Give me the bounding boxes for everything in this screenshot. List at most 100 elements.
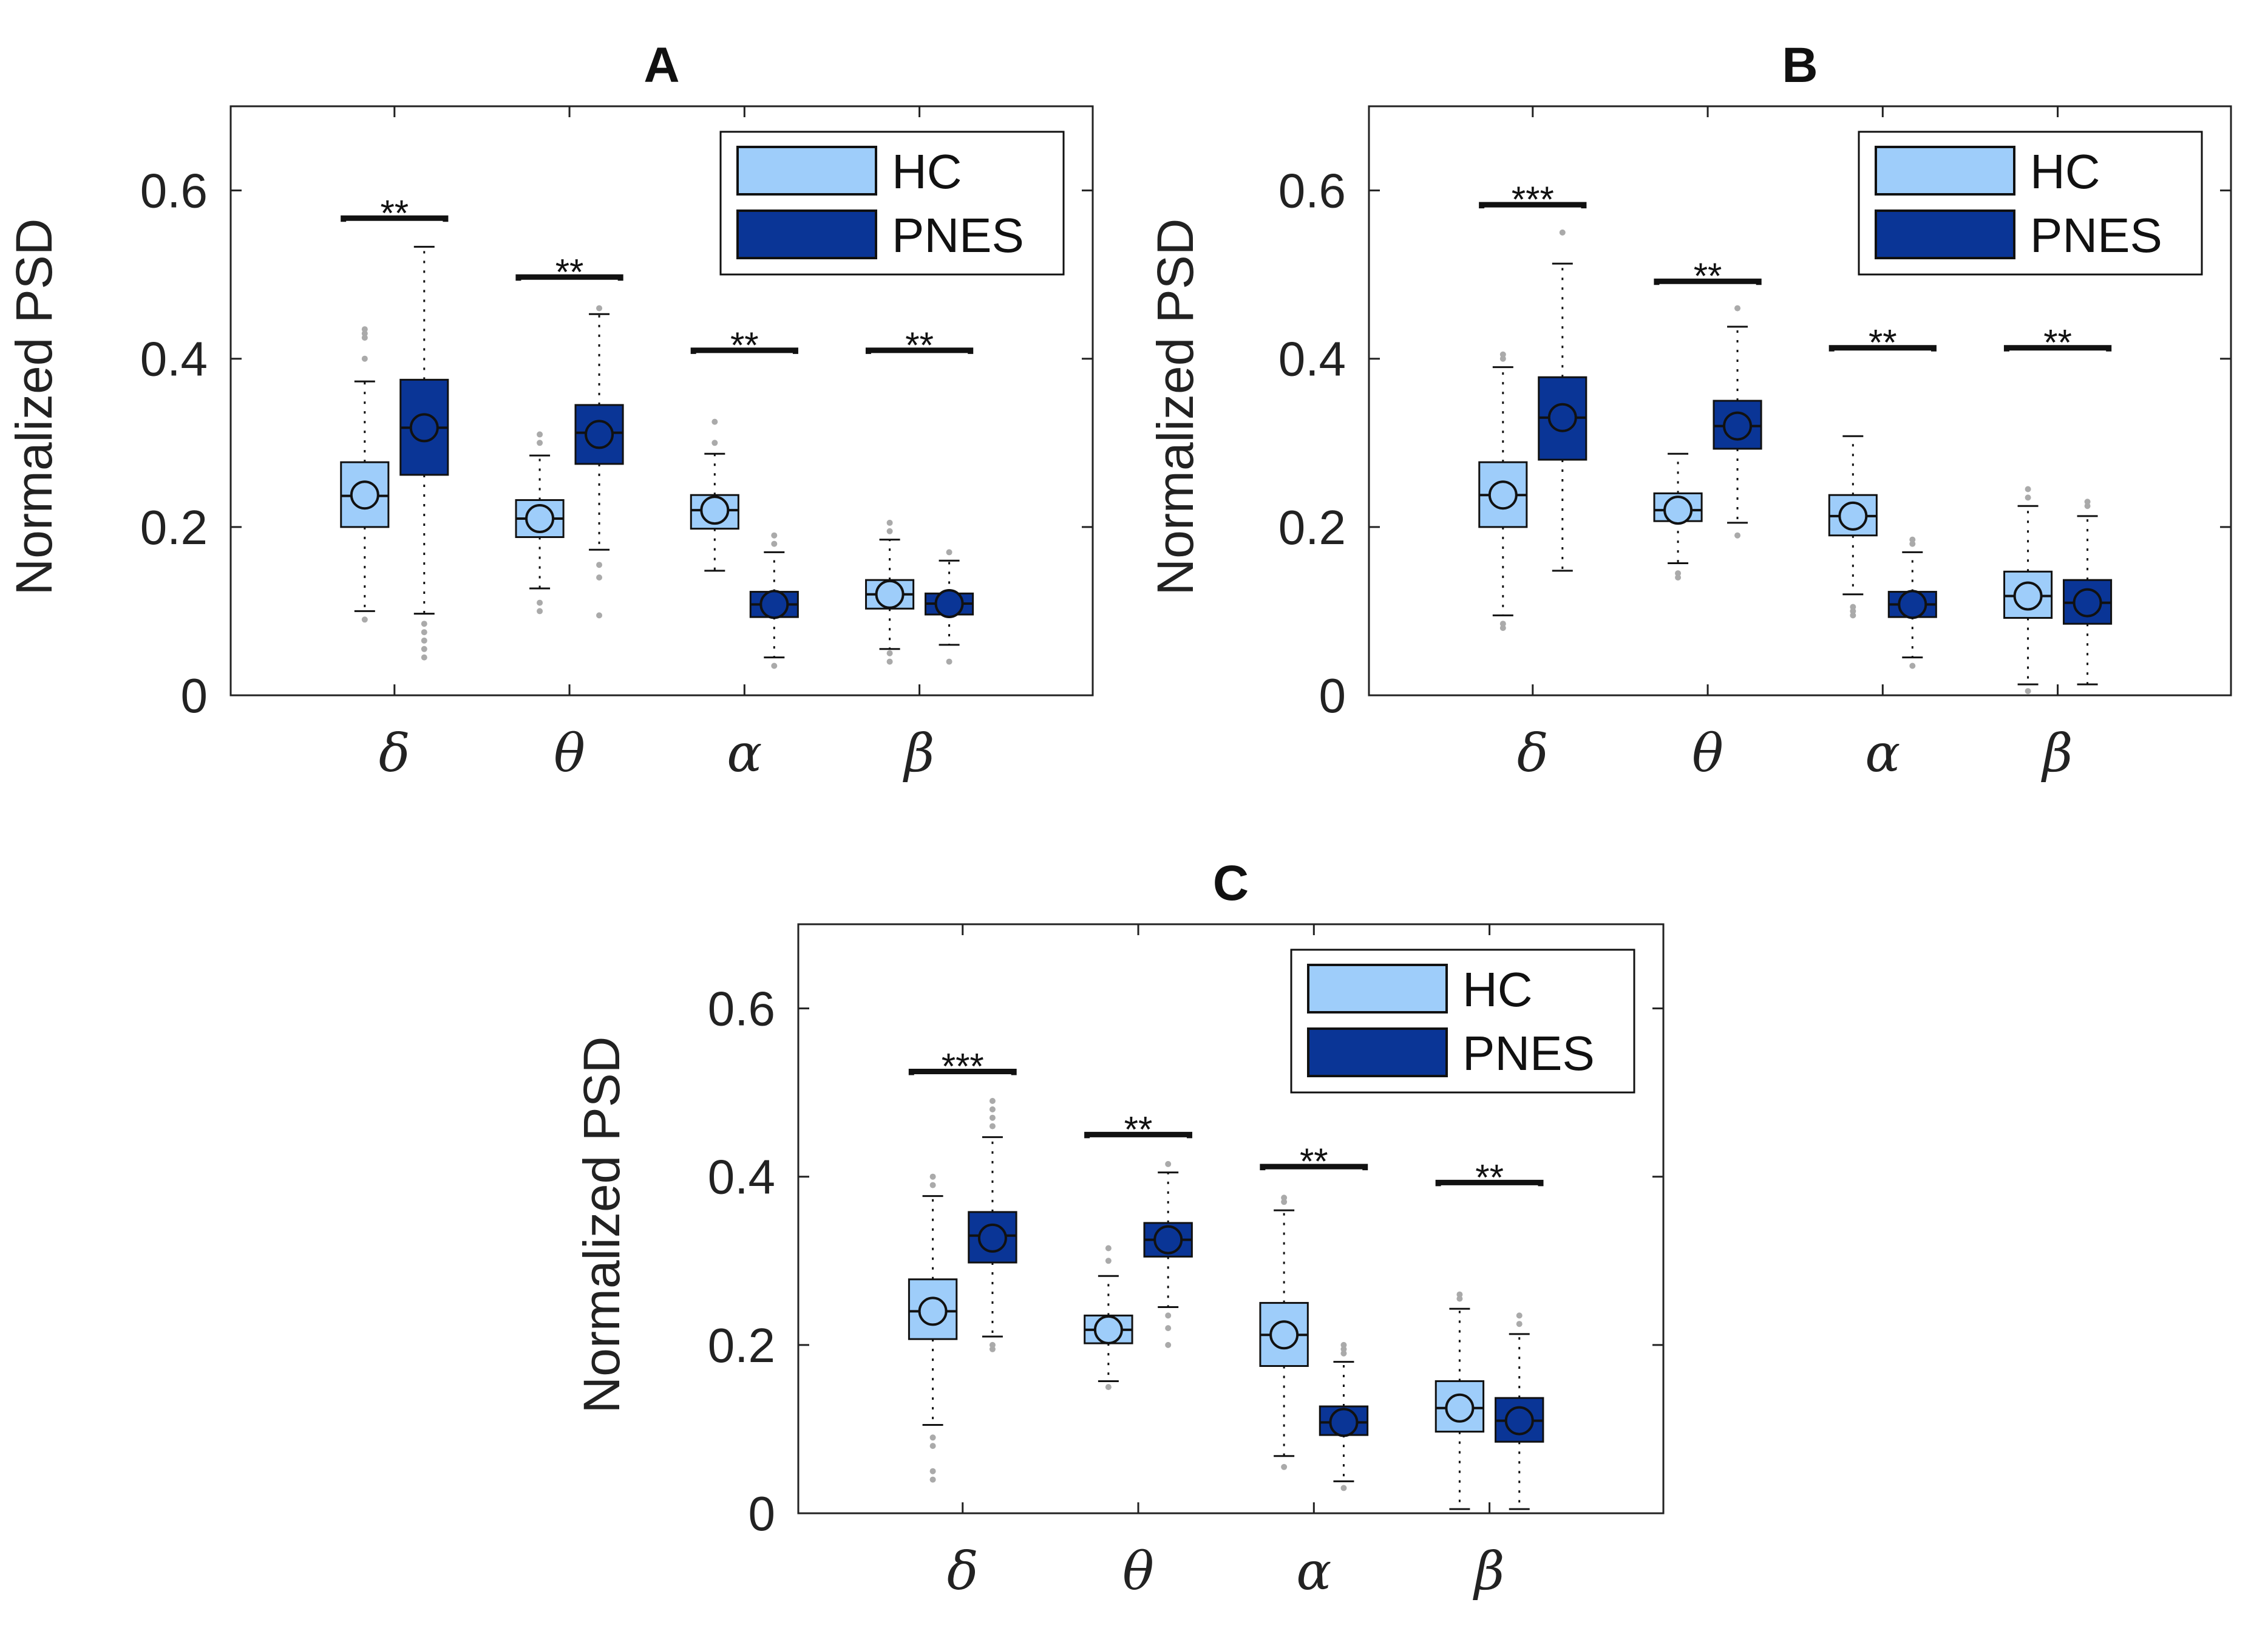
box-hc-2 (1259, 1194, 1309, 1470)
legend-label-hc: HC (892, 145, 962, 199)
mean-marker (525, 504, 555, 533)
outlier-point (989, 1114, 996, 1121)
box-pnes-2 (749, 532, 799, 669)
plot-frame (1368, 105, 2232, 697)
x-category-label: θ (1692, 723, 1723, 784)
outlier-point (929, 1443, 936, 1450)
x-category-label: δ (1517, 723, 1549, 784)
mean-marker (2013, 581, 2043, 611)
mean-marker (1445, 1393, 1475, 1423)
significance-bracket (865, 347, 974, 354)
outlier-point (1499, 621, 1506, 627)
outlier-point (361, 326, 368, 333)
box-pnes-3 (1495, 1312, 1544, 1510)
legend-label-pnes: PNES (2030, 208, 2162, 262)
outlier-point (361, 335, 368, 341)
outlier-point (2084, 499, 2091, 505)
outlier-point (1499, 625, 1506, 632)
box-hc-1 (1084, 1245, 1133, 1391)
outlier-point (1675, 570, 1682, 577)
outlier-point (989, 1098, 996, 1104)
mean-marker (1269, 1320, 1299, 1350)
outlier-point (361, 355, 368, 362)
outlier-point (886, 528, 893, 534)
outlier-point (1105, 1384, 1112, 1391)
legend: HC PNES (719, 131, 1065, 276)
outlier-point (1165, 1160, 1172, 1167)
outlier-point (771, 532, 778, 539)
mean-marker (1723, 411, 1753, 441)
outlier-point (929, 1173, 936, 1180)
legend: HC PNES (1858, 131, 2203, 276)
outlier-point (596, 305, 603, 312)
mean-marker (759, 590, 789, 619)
y-tick-label: 0.2 (140, 500, 208, 554)
outlier-point (596, 574, 603, 581)
mean-marker (350, 480, 379, 510)
outlier-point (421, 621, 427, 627)
series-pnes (1538, 229, 2113, 686)
mean-marker (409, 413, 439, 443)
significance-label: *** (942, 1046, 984, 1087)
legend-swatch-pnes (1875, 210, 2015, 259)
outlier-point (1281, 1194, 1288, 1201)
outlier-point (946, 549, 952, 556)
x-category-label: β (2041, 723, 2073, 784)
y-axis-label: Normalized PSD (5, 219, 63, 596)
legend-swatch-pnes (736, 210, 877, 259)
significance-bracket (1084, 1131, 1192, 1139)
outlier-point (1165, 1325, 1172, 1332)
chart-panel-A: A 0 0.2 0.4 0.6 Normalized PSD δ θ α β ** ** ** ** HC P… (5, 38, 1094, 784)
box-hc-3 (865, 519, 915, 665)
box-hc-1 (515, 431, 565, 615)
outlier-point (1340, 1485, 1347, 1491)
x-category-label: β (1473, 1541, 1505, 1602)
significance-label: ** (555, 251, 584, 292)
significance-label: ** (2043, 322, 2072, 363)
x-category-label: θ (554, 723, 585, 784)
panel-title: A (643, 38, 679, 93)
outlier-point (1516, 1321, 1523, 1327)
outlier-point (989, 1341, 996, 1348)
significance-label: ** (1300, 1141, 1328, 1182)
box-hc-3 (2003, 486, 2053, 695)
significance-label: ** (1124, 1109, 1153, 1150)
outlier-point (596, 562, 603, 568)
legend-swatch-hc (736, 146, 877, 196)
box-hc-1 (1653, 452, 1703, 581)
outlier-point (361, 330, 368, 337)
legend-swatch-hc (1307, 964, 1448, 1013)
y-tick-label: 0.2 (1278, 500, 1346, 554)
outlier-point (1105, 1245, 1112, 1252)
outlier-point (886, 519, 893, 526)
y-tick-label: 0.6 (708, 982, 775, 1036)
y-tick-label: 0.4 (708, 1150, 775, 1204)
legend-swatch-hc (1875, 146, 2015, 196)
outlier-point (946, 658, 952, 665)
legend-label-hc: HC (2030, 145, 2100, 199)
box-hc-0 (908, 1173, 958, 1483)
y-tick-label: 0.4 (140, 332, 208, 386)
outlier-point (596, 612, 603, 619)
outlier-point (711, 440, 718, 446)
significance-label: ** (1694, 256, 1722, 296)
outlier-point (1165, 1312, 1172, 1319)
outlier-point (886, 658, 893, 665)
x-category-label: β (903, 723, 935, 784)
legend-swatch-pnes (1307, 1027, 1448, 1077)
outlier-point (1340, 1346, 1347, 1352)
box-hc-2 (1828, 435, 1878, 619)
significance-label: ** (905, 325, 934, 366)
outlier-point (1850, 608, 1856, 615)
y-tick-label: 0.6 (1278, 164, 1346, 218)
mean-marker (1838, 501, 1868, 531)
box-pnes-1 (574, 305, 624, 619)
y-axis-label: Normalized PSD (1147, 219, 1204, 596)
outlier-point (1909, 663, 1916, 669)
box-pnes-1 (1713, 305, 1762, 539)
outlier-point (2025, 494, 2031, 501)
outlier-point (929, 1468, 936, 1474)
mean-marker (1898, 590, 1927, 619)
outlier-point (537, 608, 543, 615)
